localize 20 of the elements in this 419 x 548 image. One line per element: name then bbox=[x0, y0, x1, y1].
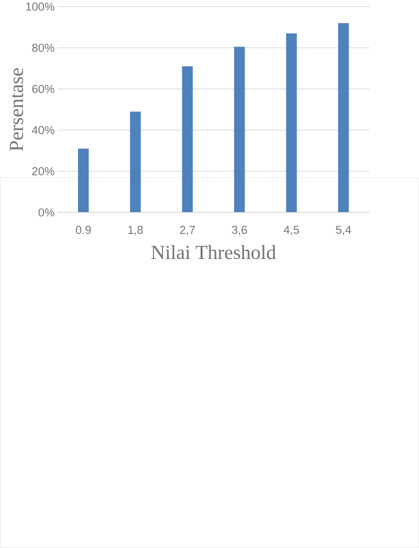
y-tick-label: 60% bbox=[32, 84, 54, 93]
x-tick-label: 0.9 bbox=[76, 226, 91, 234]
bar bbox=[130, 112, 141, 212]
y-tick-label: 80% bbox=[32, 44, 54, 52]
bar bbox=[286, 33, 297, 212]
bar bbox=[182, 66, 193, 212]
bar bbox=[234, 46, 245, 212]
x-tick-label: 1,8 bbox=[128, 226, 143, 236]
bar bbox=[338, 23, 349, 212]
bar bbox=[78, 148, 89, 212]
x-tick-label: 5,4 bbox=[336, 226, 352, 236]
x-tick-label: 3,6 bbox=[232, 226, 248, 236]
x-tick-label: 4,5 bbox=[284, 226, 300, 236]
y-tick-label: 20% bbox=[32, 167, 54, 176]
x-tick-label: 2,7 bbox=[180, 226, 195, 236]
x-axis-title: Nilai Threshold bbox=[151, 245, 276, 260]
y-tick-label: 100% bbox=[26, 2, 54, 11]
y-axis-title: Persentase bbox=[10, 68, 24, 151]
y-tick-label: 40% bbox=[32, 126, 54, 134]
y-tick-label: 0% bbox=[38, 208, 54, 216]
